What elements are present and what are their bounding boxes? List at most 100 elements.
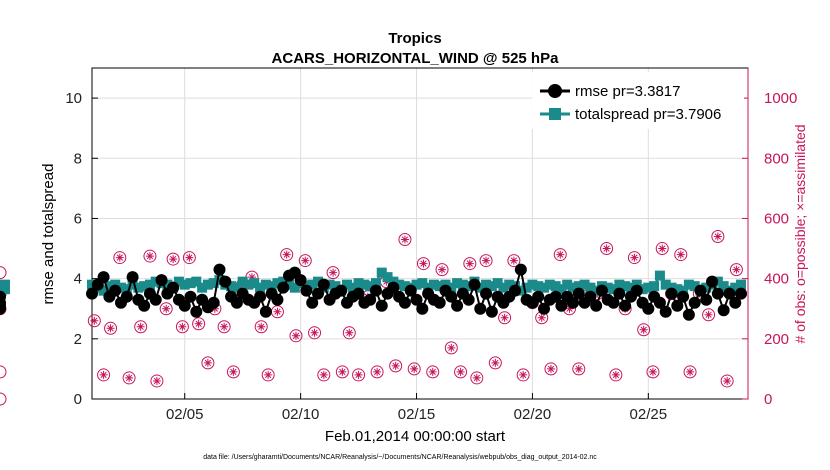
obs-assimilated-marker xyxy=(602,244,611,253)
totalspread-point xyxy=(730,282,741,293)
rmse-point xyxy=(613,287,626,300)
totalspread-point xyxy=(718,281,729,292)
rmse-point xyxy=(480,287,493,300)
obs-assimilated-marker xyxy=(145,252,154,261)
rmse-point xyxy=(167,281,180,294)
obs-possible-marker xyxy=(674,248,688,262)
legend-box xyxy=(532,72,744,129)
totalspread-point xyxy=(249,278,260,289)
chart-title: Tropics xyxy=(388,30,441,47)
totalspread-point xyxy=(0,281,10,292)
totalspread-point xyxy=(394,279,405,290)
obs-possible-marker xyxy=(217,320,231,334)
totalspread-point xyxy=(457,279,468,290)
totalspread-point xyxy=(504,279,515,290)
totalspread-point xyxy=(573,281,584,292)
obs-assimilated-marker xyxy=(282,250,291,259)
obs-assimilated-marker xyxy=(732,265,741,274)
legend-rmse-marker xyxy=(548,84,562,98)
totalspread-point xyxy=(539,282,550,293)
totalspread-point xyxy=(133,282,144,293)
rmse-point xyxy=(0,299,6,312)
totalspread-point xyxy=(353,278,364,289)
totalspread-point xyxy=(614,279,625,290)
obs-possible-marker xyxy=(407,362,421,376)
x-axis-label: Feb.01,2014 00:00:00 start xyxy=(325,428,506,445)
totalspread-point xyxy=(347,282,358,293)
rmse-point xyxy=(445,290,458,303)
obs-possible-marker xyxy=(370,365,384,379)
y2-tick-label: 1000 xyxy=(764,90,797,107)
obs-possible-marker xyxy=(702,308,716,322)
rmse-point xyxy=(671,299,684,312)
obs-assimilated-marker xyxy=(301,256,310,265)
totalspread-point xyxy=(313,276,324,287)
totalspread-point xyxy=(382,272,393,283)
y-tick-label: 4 xyxy=(74,271,82,288)
totalspread-point xyxy=(272,278,283,289)
totalspread-point xyxy=(701,282,712,293)
data-file-footer: data file: /Users/gharamti/Documents/NCA… xyxy=(203,454,597,461)
totalspread-point xyxy=(550,281,561,292)
obs-assimilated-marker xyxy=(419,259,428,268)
obs-possible-marker xyxy=(398,233,412,247)
totalspread-point xyxy=(620,281,631,292)
totalspread-point xyxy=(585,282,596,293)
rmse-point xyxy=(717,304,730,317)
obs-assimilated-marker xyxy=(556,250,565,259)
rmse-point xyxy=(230,296,243,309)
totalspread-point xyxy=(307,279,318,290)
rmse-point xyxy=(300,284,313,297)
obs-possible-marker xyxy=(683,365,697,379)
totalspread-point xyxy=(289,282,300,293)
totalspread-point xyxy=(423,282,434,293)
obs-assimilated-marker xyxy=(178,322,187,331)
rmse-point xyxy=(509,284,522,297)
obs-assimilated-marker xyxy=(220,322,229,331)
totalspread-point xyxy=(452,278,463,289)
obs-assimilated-marker xyxy=(169,255,178,264)
obs-possible-marker xyxy=(609,368,623,382)
obs-assimilated-marker xyxy=(648,367,657,376)
totalspread-point xyxy=(417,278,428,289)
totalspread-point xyxy=(110,279,121,290)
totalspread-point xyxy=(672,284,683,295)
totalspread-point xyxy=(486,281,497,292)
obs-possible-marker xyxy=(0,392,7,406)
obs-assimilated-marker xyxy=(574,364,583,373)
rmse-point xyxy=(207,296,220,309)
rmse-point xyxy=(474,302,487,315)
totalspread-point xyxy=(359,279,370,290)
obs-assimilated-marker xyxy=(354,370,363,379)
totalspread-point xyxy=(428,279,439,290)
obs-possible-marker xyxy=(254,320,268,334)
rmse-point xyxy=(335,284,348,297)
obs-assimilated-marker xyxy=(465,259,474,268)
obs-assimilated-marker xyxy=(329,268,338,277)
obs-count-markers xyxy=(0,231,743,406)
obs-assimilated-marker xyxy=(319,370,328,379)
totalspread-point xyxy=(481,279,492,290)
obs-assimilated-marker xyxy=(203,358,212,367)
totalspread-point xyxy=(631,279,642,290)
totalspread-point xyxy=(231,282,242,293)
totalspread-point xyxy=(579,279,590,290)
axis-ticks: 02/05 02/10 02/15 02/20 02/25 0 2 4 6 8 10 0 200 400 6… xyxy=(65,68,797,423)
obs-possible-marker xyxy=(426,365,440,379)
obs-possible-marker xyxy=(280,248,294,262)
obs-possible-marker xyxy=(553,248,567,262)
rmse-point xyxy=(277,281,290,294)
obs-possible-marker xyxy=(416,257,430,271)
totalspread-point xyxy=(197,282,208,293)
rmse-point xyxy=(723,287,736,300)
totalspread-point xyxy=(666,282,677,293)
totalspread-point xyxy=(498,282,509,293)
totalspread-point xyxy=(411,279,422,290)
obs-assimilated-marker xyxy=(125,373,134,382)
rmse-point xyxy=(86,287,98,300)
obs-possible-marker xyxy=(572,362,586,376)
obs-assimilated-marker xyxy=(546,364,555,373)
obs-possible-marker xyxy=(326,266,340,280)
totalspread-point xyxy=(121,284,132,295)
obs-assimilated-marker xyxy=(438,265,447,274)
